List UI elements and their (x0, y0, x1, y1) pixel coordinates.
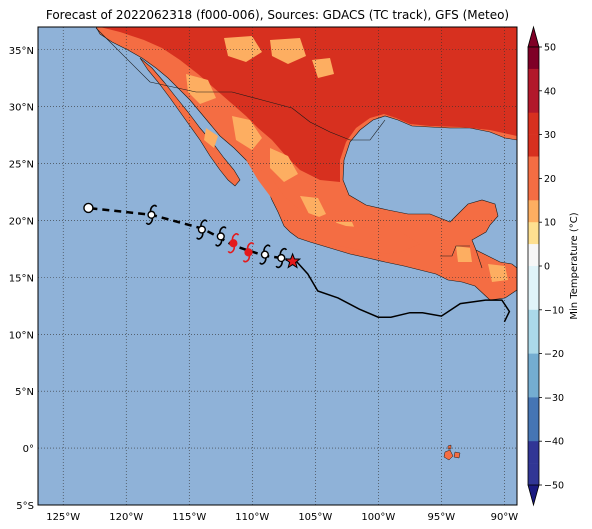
past-track-line (295, 260, 511, 323)
land-hot-region (100, 27, 517, 182)
storm-track (83, 202, 511, 323)
colorbar-band (528, 463, 539, 486)
lon-tick-label: 90°W (491, 512, 519, 523)
lon-tick-label: 115°W (172, 512, 206, 523)
colorbar: 50 40 30 20 10 0 −10 −20 −30 −40 −50 (527, 25, 564, 507)
colorbar-tick-label: 40 (544, 86, 556, 97)
lat-tick-label: 5°S (16, 501, 34, 512)
land-galapagos (443, 444, 461, 461)
colorbar-tick-label: −50 (544, 481, 564, 492)
colorbar-band (528, 90, 539, 113)
cyclone-symbol (196, 219, 208, 240)
colorbar-tick-label: −10 (544, 305, 564, 316)
colorbar-band (528, 287, 539, 311)
lon-tick-label: 95°W (428, 512, 456, 523)
colorbar-band (528, 222, 539, 245)
colorbar-band (528, 200, 539, 223)
colorbar-band (528, 331, 539, 354)
colorbar-band (528, 353, 539, 376)
colorbar-tick-label: 0 (544, 262, 550, 273)
colorbar-band (528, 441, 539, 464)
colorbar-tick-label: −30 (544, 393, 564, 404)
colorbar-band (528, 244, 539, 267)
colorbar-extend-bottom (527, 484, 540, 507)
colorbar-band (528, 375, 539, 398)
cyclone-symbol (227, 233, 240, 254)
cyclone-symbol (215, 226, 227, 247)
lon-tick-label: 110°W (235, 512, 269, 523)
country-borders (95, 27, 483, 269)
colorbar-band (528, 156, 539, 179)
colorbar-band (528, 266, 539, 289)
colorbar-tick-label: 30 (544, 130, 556, 141)
colorbar-tick-label: 50 (544, 43, 556, 54)
colorbar-band (528, 419, 539, 442)
lat-tick-label: 0° (23, 444, 34, 455)
lon-tick-label: 100°W (361, 512, 395, 523)
lat-tick-label: 35°N (9, 46, 34, 57)
cyclone-symbol (259, 244, 271, 265)
figure-title: Forecast of 2022062318 (f000-006), Sourc… (45, 8, 510, 22)
colorbar-tick-label: −40 (544, 437, 564, 448)
colorbar-extend-top (527, 25, 540, 48)
lat-tick-label: 10°N (9, 330, 34, 341)
lon-tick-label: 120°W (109, 512, 143, 523)
lat-tick-label: 25°N (9, 160, 34, 171)
lon-tick-label: 125°W (46, 512, 80, 523)
track-start-marker (83, 202, 94, 214)
current-position-star (284, 252, 302, 269)
colorbar-tick-label: 10 (544, 218, 556, 229)
land-mexico-warm (246, 160, 420, 254)
colorbar-band (528, 68, 539, 92)
colorbar-band (528, 309, 539, 332)
lon-tick-label: 105°W (298, 512, 332, 523)
colorbar-tick-label: −20 (544, 349, 564, 360)
land-baja-california (139, 57, 241, 187)
longitude-labels: 125°W 120°W 115°W 110°W 105°W 100°W 95°W 90°W (46, 512, 518, 523)
colorbar-band (528, 47, 539, 70)
cyclone-symbol (242, 242, 255, 263)
colorbar-tick-label: 20 (544, 174, 556, 185)
lat-tick-label: 15°N (9, 273, 34, 284)
colorbar-band (528, 178, 539, 201)
cyclone-symbol (275, 247, 288, 269)
colorbar-band (528, 397, 539, 420)
colorbar-band (528, 112, 539, 135)
latitude-labels: 35°N 30°N 25°N 20°N 15°N 10°N 5°N 0° 5°S (9, 46, 34, 512)
lat-tick-label: 20°N (9, 216, 34, 227)
cyclone-symbol (145, 204, 158, 225)
gridlines (38, 27, 517, 505)
lat-tick-label: 30°N (9, 103, 34, 114)
map-frame (37, 26, 518, 506)
colorbar-band (528, 134, 539, 157)
colorbar-label: Min Temperature (°C) (569, 212, 580, 319)
lat-tick-label: 5°N (15, 387, 34, 398)
